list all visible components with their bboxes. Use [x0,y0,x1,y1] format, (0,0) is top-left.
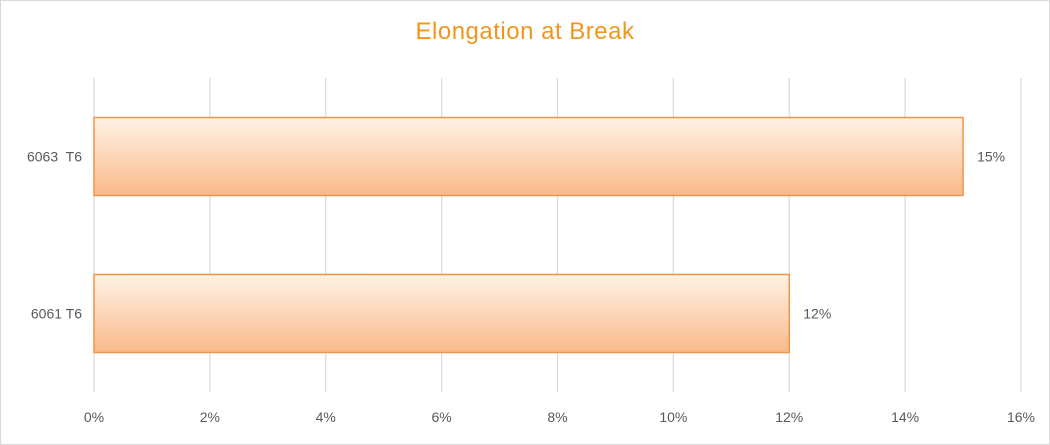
x-tick-label: 8% [547,409,567,425]
x-tick-label: 4% [316,409,336,425]
chart-title: Elongation at Break [415,18,635,45]
x-tick-label: 16% [1007,409,1035,425]
bar [93,273,790,354]
bars [93,116,964,354]
data-label: 12% [803,306,831,322]
x-tick-label: 0% [84,409,104,425]
x-tick-label: 6% [432,409,452,425]
data-labels: 15% 12% [803,149,1005,322]
data-label: 15% [977,149,1005,165]
category-labels: 6063 T6 6061 T6 [27,149,82,322]
x-axis-tick-labels: 0% 2% 4% 6% 8% 10% 12% 14% 16% [84,409,1035,425]
category-label: 6063 T6 [27,149,82,165]
x-tick-label: 2% [200,409,220,425]
bar [93,116,964,197]
x-tick-label: 12% [775,409,803,425]
category-label: 6061 T6 [31,306,82,322]
x-tick-label: 10% [659,409,687,425]
x-tick-label: 14% [891,409,919,425]
